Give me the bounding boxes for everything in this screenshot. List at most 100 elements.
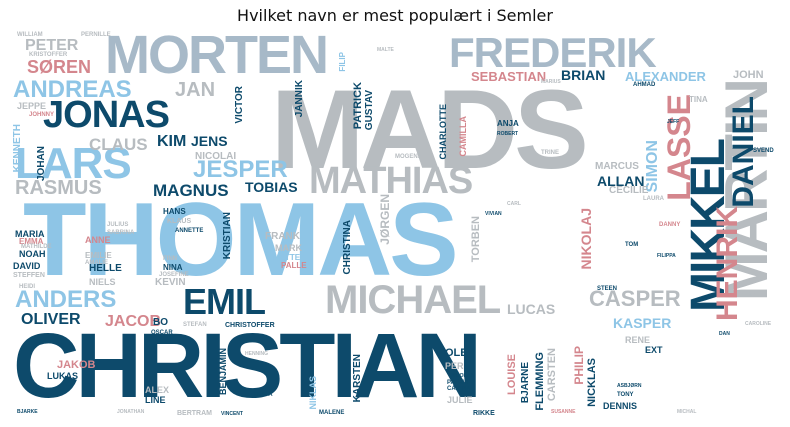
word-alex: ALEX	[145, 385, 170, 395]
word-filip: FILIP	[338, 52, 347, 72]
word-emma: EMMA	[19, 237, 44, 246]
word-jonas: JONAS	[43, 94, 170, 136]
word-lukas: LUKAS	[47, 371, 78, 381]
word-frank: FRANK	[265, 231, 300, 242]
word-ext: EXT	[645, 345, 663, 355]
word-michal: MICHAL	[677, 409, 697, 415]
word-robert: ROBERT	[497, 131, 519, 137]
word-mathilde: MATHILDE	[21, 244, 52, 250]
word-dennis: DENNIS	[603, 401, 638, 411]
word-carl: CARL	[507, 201, 521, 207]
word-jeff: JEFF	[667, 119, 680, 125]
word-palle: PALLE	[281, 261, 307, 270]
word-johan: JOHAN	[36, 146, 47, 182]
word-carsten: CARSTEN	[546, 348, 558, 402]
word-vincent: VINCENT	[221, 411, 243, 417]
word-annette: ANNETTE	[175, 228, 204, 234]
word-flemming: FLEMMING	[534, 352, 546, 411]
word-svend: SVEND	[753, 148, 774, 154]
word-lasse: LASSE	[661, 94, 697, 201]
word-kevin: KEVIN	[155, 277, 186, 288]
word-noah: NOAH	[19, 249, 46, 259]
word-caroline: CAROLINE	[745, 321, 772, 327]
word-brian: BRIAN	[561, 67, 606, 83]
word-claus: CLAUS	[89, 135, 148, 154]
word-jakob: JAKOB	[57, 359, 96, 371]
word-louise: LOUISE	[506, 354, 518, 395]
word-morten: MORTEN	[105, 30, 329, 85]
word-steffen: STEFFEN	[13, 272, 45, 279]
word-nina: NINA	[163, 263, 183, 272]
word-line: LINE	[145, 395, 166, 405]
word-jannik: JANNIK	[294, 80, 305, 118]
word-kim: KIM	[157, 133, 187, 150]
word-kenneth: KENNETH	[13, 124, 23, 173]
word-marcus: MARCUS	[595, 161, 639, 172]
word-tanja: TANJA	[253, 392, 273, 398]
word-cloud: THOMAS CHRISTIAN MADS MORTEN FREDERIK MA…	[13, 30, 780, 420]
word-christian: CHRISTIAN	[13, 315, 482, 417]
word-victor: VICTOR	[234, 86, 245, 124]
word-finn: FINN	[163, 256, 177, 262]
word-mathias: MATHIAS	[309, 160, 473, 202]
word-gustav: GUSTAV	[364, 90, 375, 131]
word-klaus: KLAUS	[167, 218, 192, 225]
word-benjamin: BENJAMIN	[218, 348, 228, 396]
word-ole: OLE	[445, 347, 468, 359]
word-stefan: STEFAN	[183, 322, 207, 328]
word-soren: SØREN	[27, 57, 92, 77]
word-jorgen: JØRGEN	[378, 194, 392, 245]
word-andreas: ANDREAS	[13, 76, 132, 103]
word-cecilie: CECILIE	[609, 185, 649, 196]
word-mark: MARK	[275, 243, 302, 253]
word-kristoffer: KRISTOFFER	[29, 52, 68, 58]
word-josefine: JOSEFINE	[159, 272, 189, 278]
word-carina: CARINA	[447, 386, 471, 392]
word-julie: JULIE	[447, 395, 473, 405]
word-per: PER	[445, 361, 464, 371]
word-vivian: VIVIAN	[485, 211, 502, 217]
word-sabrina: SABRINA	[107, 230, 135, 236]
word-jonathan: JONATHAN	[117, 409, 145, 415]
word-ahmad: AHMAD	[633, 82, 656, 88]
word-jan: JAN	[175, 79, 216, 101]
word-bjarke: BJARKE	[17, 409, 38, 415]
word-malte: MALTE	[377, 47, 394, 53]
word-allan: ALLAN	[597, 173, 645, 189]
word-anders: ANDERS	[15, 286, 117, 313]
word-filippa: FILIPPA	[657, 253, 676, 259]
word-rikke: RIKKE	[473, 410, 495, 417]
word-niels: NIELS	[89, 277, 116, 287]
word-danny: DANNY	[659, 222, 681, 228]
word-mads: MADS	[271, 67, 589, 192]
word-julius: JULIUS	[107, 222, 129, 228]
word-sara: SARA	[739, 292, 757, 298]
word-pernille: PERNILLE	[81, 32, 111, 38]
word-karsten: KARSTEN	[352, 354, 363, 403]
word-nicolas: NICOLAS	[451, 373, 474, 379]
word-michael: MICHAEL	[325, 278, 501, 322]
word-torben: TORBEN	[470, 216, 482, 263]
word-rene: RENE	[625, 335, 651, 345]
word-hans: HANS	[163, 207, 186, 216]
word-heidi: HEIDI	[19, 284, 36, 290]
word-jeppe: JEPPE	[17, 101, 47, 111]
word-amalie: AMALIE	[85, 260, 108, 266]
word-oscar: OSCAR	[151, 330, 173, 336]
word-trine: TRINE	[541, 150, 559, 156]
word-mette: METTE	[273, 253, 301, 262]
word-steen: STEEN	[597, 286, 618, 292]
word-tony: TONY	[617, 392, 634, 398]
word-henning: HENNING	[245, 351, 269, 357]
word-bo: BO	[153, 317, 168, 328]
word-jens: JENS	[191, 133, 228, 149]
word-camilla: CAMILLA	[458, 116, 468, 157]
word-helle: HELLE	[89, 263, 122, 274]
word-rasmus: RASMUS	[15, 177, 102, 199]
word-asbjorn: ASBJØRN	[617, 383, 642, 389]
word-philip: PHILIP	[572, 346, 586, 385]
word-jacob: JACOB	[105, 313, 162, 330]
word-marius: MARIUS	[541, 79, 561, 85]
word-patrick: PATRICK	[352, 82, 364, 130]
word-alexander: ALEXANDER	[625, 69, 706, 84]
